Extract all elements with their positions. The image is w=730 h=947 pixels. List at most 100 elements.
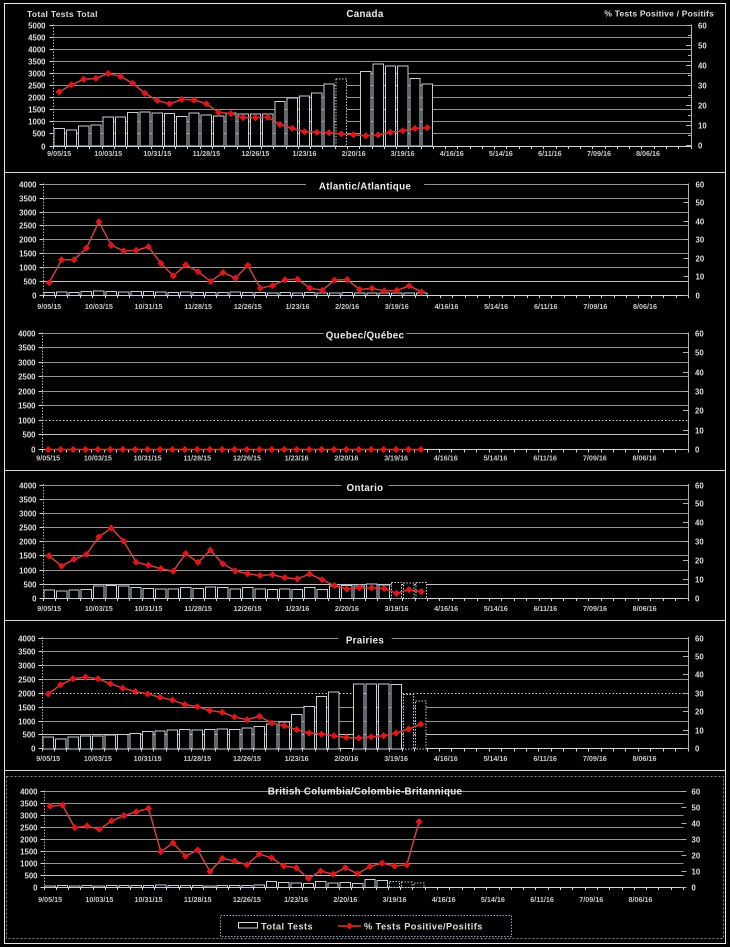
svg-text:3000: 3000 [18,661,36,670]
svg-text:4/16/16: 4/16/16 [432,895,456,904]
svg-text:30: 30 [695,689,704,698]
svg-text:1500: 1500 [20,847,38,856]
svg-text:11/28/15: 11/28/15 [184,895,212,904]
svg-text:30: 30 [695,387,704,396]
svg-text:9/05/15: 9/05/15 [37,302,61,311]
svg-text:3000: 3000 [18,358,36,367]
svg-text:3500: 3500 [18,647,36,656]
svg-text:Atlantic/Atlantique: Atlantic/Atlantique [319,181,411,192]
svg-text:500: 500 [22,430,36,439]
svg-text:500: 500 [32,129,46,138]
svg-text:11/28/15: 11/28/15 [184,302,212,311]
svg-text:0: 0 [31,445,36,454]
svg-text:1000: 1000 [28,117,46,126]
svg-text:2/20/16: 2/20/16 [334,454,358,463]
svg-text:20: 20 [695,707,704,716]
svg-text:1000: 1000 [20,859,38,868]
svg-text:5000: 5000 [28,21,46,30]
svg-text:10: 10 [695,575,704,584]
svg-text:12/26/15: 12/26/15 [233,754,261,763]
svg-text:5/14/16: 5/14/16 [481,895,505,904]
svg-text:10: 10 [698,121,707,130]
svg-text:3000: 3000 [20,811,38,820]
svg-text:20: 20 [692,851,701,860]
svg-text:0: 0 [695,594,700,603]
svg-text:5/14/16: 5/14/16 [483,754,507,763]
svg-text:10/31/15: 10/31/15 [134,604,162,613]
svg-text:2500: 2500 [19,221,37,230]
svg-text:3500: 3500 [18,343,36,352]
svg-text:3500: 3500 [19,194,37,203]
svg-text:1000: 1000 [18,717,36,726]
svg-text:0: 0 [696,291,701,300]
svg-text:3/19/16: 3/19/16 [385,604,409,613]
svg-text:9/05/15: 9/05/15 [36,754,60,763]
svg-text:30: 30 [696,235,705,244]
svg-text:9/05/15: 9/05/15 [36,454,60,463]
svg-text:10: 10 [692,867,701,876]
svg-text:1500: 1500 [18,401,36,410]
svg-text:7/09/16: 7/09/16 [583,454,607,463]
svg-text:11/28/15: 11/28/15 [183,754,211,763]
svg-text:1000: 1000 [18,416,36,425]
svg-text:0: 0 [31,744,36,753]
svg-text:0: 0 [698,141,703,150]
svg-text:500: 500 [23,277,37,286]
svg-text:0: 0 [32,594,37,603]
svg-text:2500: 2500 [19,523,37,532]
svg-text:12/26/15: 12/26/15 [241,149,269,158]
svg-text:10: 10 [695,426,704,435]
svg-text:500: 500 [24,871,38,880]
svg-text:8/06/16: 8/06/16 [636,149,660,158]
svg-text:40: 40 [698,61,707,70]
svg-text:4/16/16: 4/16/16 [434,604,458,613]
svg-text:8/06/16: 8/06/16 [633,302,657,311]
svg-text:2000: 2000 [20,835,38,844]
svg-text:11/28/15: 11/28/15 [183,454,211,463]
svg-text:1/23/16: 1/23/16 [285,604,309,613]
svg-text:5/14/16: 5/14/16 [489,149,513,158]
svg-text:3/19/16: 3/19/16 [384,754,408,763]
svg-text:8/06/16: 8/06/16 [633,754,657,763]
svg-text:40: 40 [695,368,704,377]
svg-text:4000: 4000 [19,180,37,189]
svg-text:2/20/16: 2/20/16 [335,302,359,311]
svg-text:1500: 1500 [18,703,36,712]
svg-text:8/06/16: 8/06/16 [628,895,652,904]
svg-text:0: 0 [695,445,700,454]
svg-text:2000: 2000 [19,537,37,546]
svg-text:4000: 4000 [18,329,36,338]
svg-text:11/28/15: 11/28/15 [193,149,221,158]
svg-text:10/03/15: 10/03/15 [84,454,112,463]
svg-text:3000: 3000 [19,208,37,217]
svg-text:0: 0 [33,883,38,892]
svg-text:10: 10 [696,272,705,281]
svg-text:10/31/15: 10/31/15 [134,754,162,763]
svg-text:4/16/16: 4/16/16 [434,454,458,463]
svg-text:60: 60 [695,481,704,490]
svg-text:10/31/15: 10/31/15 [135,895,163,904]
svg-text:6/11/16: 6/11/16 [533,754,557,763]
svg-text:50: 50 [695,499,704,508]
svg-text:0: 0 [695,744,700,753]
svg-text:6/11/16: 6/11/16 [533,454,557,463]
svg-text:6/11/16: 6/11/16 [538,149,562,158]
svg-text:12/26/15: 12/26/15 [233,895,261,904]
svg-text:5/14/16: 5/14/16 [484,302,508,311]
svg-text:1/23/16: 1/23/16 [285,454,309,463]
svg-text:1/23/16: 1/23/16 [285,754,309,763]
svg-text:10/31/15: 10/31/15 [134,454,162,463]
svg-text:60: 60 [696,180,705,189]
svg-text:20: 20 [696,254,705,263]
svg-text:1000: 1000 [19,263,37,272]
svg-text:2500: 2500 [18,675,36,684]
svg-text:10/03/15: 10/03/15 [85,604,113,613]
svg-text:2500: 2500 [28,81,46,90]
svg-text:30: 30 [695,537,704,546]
svg-text:1500: 1500 [19,551,37,560]
svg-text:60: 60 [692,787,701,796]
svg-text:12/26/15: 12/26/15 [234,604,262,613]
svg-text:2000: 2000 [18,387,36,396]
svg-text:40: 40 [696,217,705,226]
svg-text:10/03/15: 10/03/15 [94,149,122,158]
